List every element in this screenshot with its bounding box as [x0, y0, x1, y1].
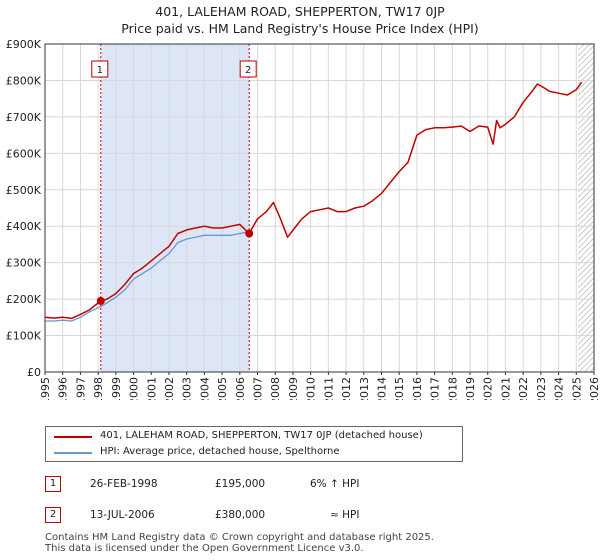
y-tick-label: £900K	[6, 38, 42, 51]
x-tick-label: 2000	[128, 377, 141, 400]
x-tick-label: 1998	[92, 377, 105, 400]
y-tick-label: £800K	[6, 74, 42, 87]
x-tick-label: 2019	[464, 377, 477, 400]
x-tick-label: 1999	[110, 377, 123, 400]
chart-subtitle: Price paid vs. HM Land Registry's House …	[121, 21, 479, 36]
x-tick-label: 2018	[446, 377, 459, 400]
x-tick-label: 1996	[57, 377, 70, 400]
transaction-number-badge: 1	[45, 476, 61, 492]
y-tick-label: £400K	[6, 220, 42, 233]
x-tick-label: 2021	[499, 377, 512, 400]
forecast-hatch	[578, 44, 594, 372]
transaction-number-badge: 2	[45, 507, 61, 523]
y-tick-label: £500K	[6, 184, 42, 197]
legend-item-hpi: HPI: Average price, detached house, Spel…	[46, 445, 462, 461]
footer-copyright: Contains HM Land Registry data © Crown c…	[45, 532, 434, 543]
price-chart: 1 2 £0 £100K £200K £300K £400K £500K £600K £700K…	[6, 38, 600, 400]
x-tick-label: 2020	[482, 377, 495, 400]
x-tick-label: 2014	[375, 377, 388, 400]
x-tick-label: 2023	[535, 377, 548, 400]
x-tick-label: 2013	[358, 377, 371, 400]
x-tick-label: 2004	[198, 377, 211, 400]
x-tick-label: 1995	[39, 377, 52, 400]
x-tick-label: 2015	[393, 377, 406, 400]
ownership-shade	[100, 44, 250, 372]
x-tick-label: 2025	[570, 377, 583, 400]
x-tick-label: 2010	[305, 377, 318, 400]
x-tick-label: 2005	[216, 377, 229, 400]
x-tick-label: 2017	[429, 377, 442, 400]
sale-marker-badge	[91, 60, 109, 78]
x-tick-label: 2001	[145, 377, 158, 400]
chart-title: 401, LALEHAM ROAD, SHEPPERTON, TW17 0JP	[155, 4, 445, 19]
legend-swatch-property	[54, 436, 92, 438]
legend-label-hpi: HPI: Average price, detached house, Spel…	[100, 446, 340, 457]
transaction-date: 26-FEB-1998	[90, 478, 158, 490]
x-tick-label: 2003	[181, 377, 194, 400]
y-tick-label: £700K	[6, 111, 42, 124]
transaction-price: £195,000	[215, 478, 266, 490]
x-tick-label: 1997	[74, 377, 87, 400]
series-line-hpi	[45, 231, 250, 322]
x-tick-label: 2011	[322, 377, 335, 400]
sale-point	[96, 296, 105, 305]
x-tick-label: 2024	[553, 377, 566, 400]
transaction-row: 2 13-JUL-2006 £380,000 ≈ HPI	[45, 507, 465, 527]
transaction-hpi-compare: 6% ↑ HPI	[310, 478, 360, 490]
transaction-hpi-compare: ≈ HPI	[330, 509, 360, 521]
footer-license: This data is licensed under the Open Gov…	[45, 543, 364, 554]
y-tick-label: £200K	[6, 293, 42, 306]
x-tick-label: 2008	[269, 377, 282, 400]
legend-swatch-hpi	[54, 452, 92, 454]
series-line-property	[44, 81, 583, 320]
chart-legend: 401, LALEHAM ROAD, SHEPPERTON, TW17 0JP …	[45, 426, 463, 462]
x-tick-label: 2006	[234, 377, 247, 400]
transaction-price: £380,000	[215, 509, 266, 521]
x-tick-label: 2022	[517, 377, 530, 400]
x-tick-label: 2009	[287, 377, 300, 400]
transaction-row: 1 26-FEB-1998 £195,000 6% ↑ HPI	[45, 476, 465, 496]
y-tick-label: £300K	[6, 257, 42, 270]
sale-marker-label: 1	[97, 65, 103, 76]
sale-marker-label: 2	[245, 65, 251, 76]
sale-marker-badge	[239, 60, 257, 78]
plot-frame	[44, 43, 595, 373]
x-tick-label: 2016	[411, 377, 424, 400]
x-tick-label: 2002	[163, 377, 176, 400]
sale-point	[245, 229, 254, 238]
y-tick-label: £600K	[6, 147, 42, 160]
y-tick-label: £100K	[6, 330, 42, 343]
x-tick-label: 2007	[252, 377, 265, 400]
x-tick-label: 2026	[588, 377, 600, 400]
x-tick-label: 2012	[340, 377, 353, 400]
y-tick-label: £0	[27, 366, 41, 379]
legend-item-property: 401, LALEHAM ROAD, SHEPPERTON, TW17 0JP …	[46, 429, 462, 445]
transaction-date: 13-JUL-2006	[90, 509, 155, 521]
legend-label-property: 401, LALEHAM ROAD, SHEPPERTON, TW17 0JP …	[100, 430, 423, 441]
